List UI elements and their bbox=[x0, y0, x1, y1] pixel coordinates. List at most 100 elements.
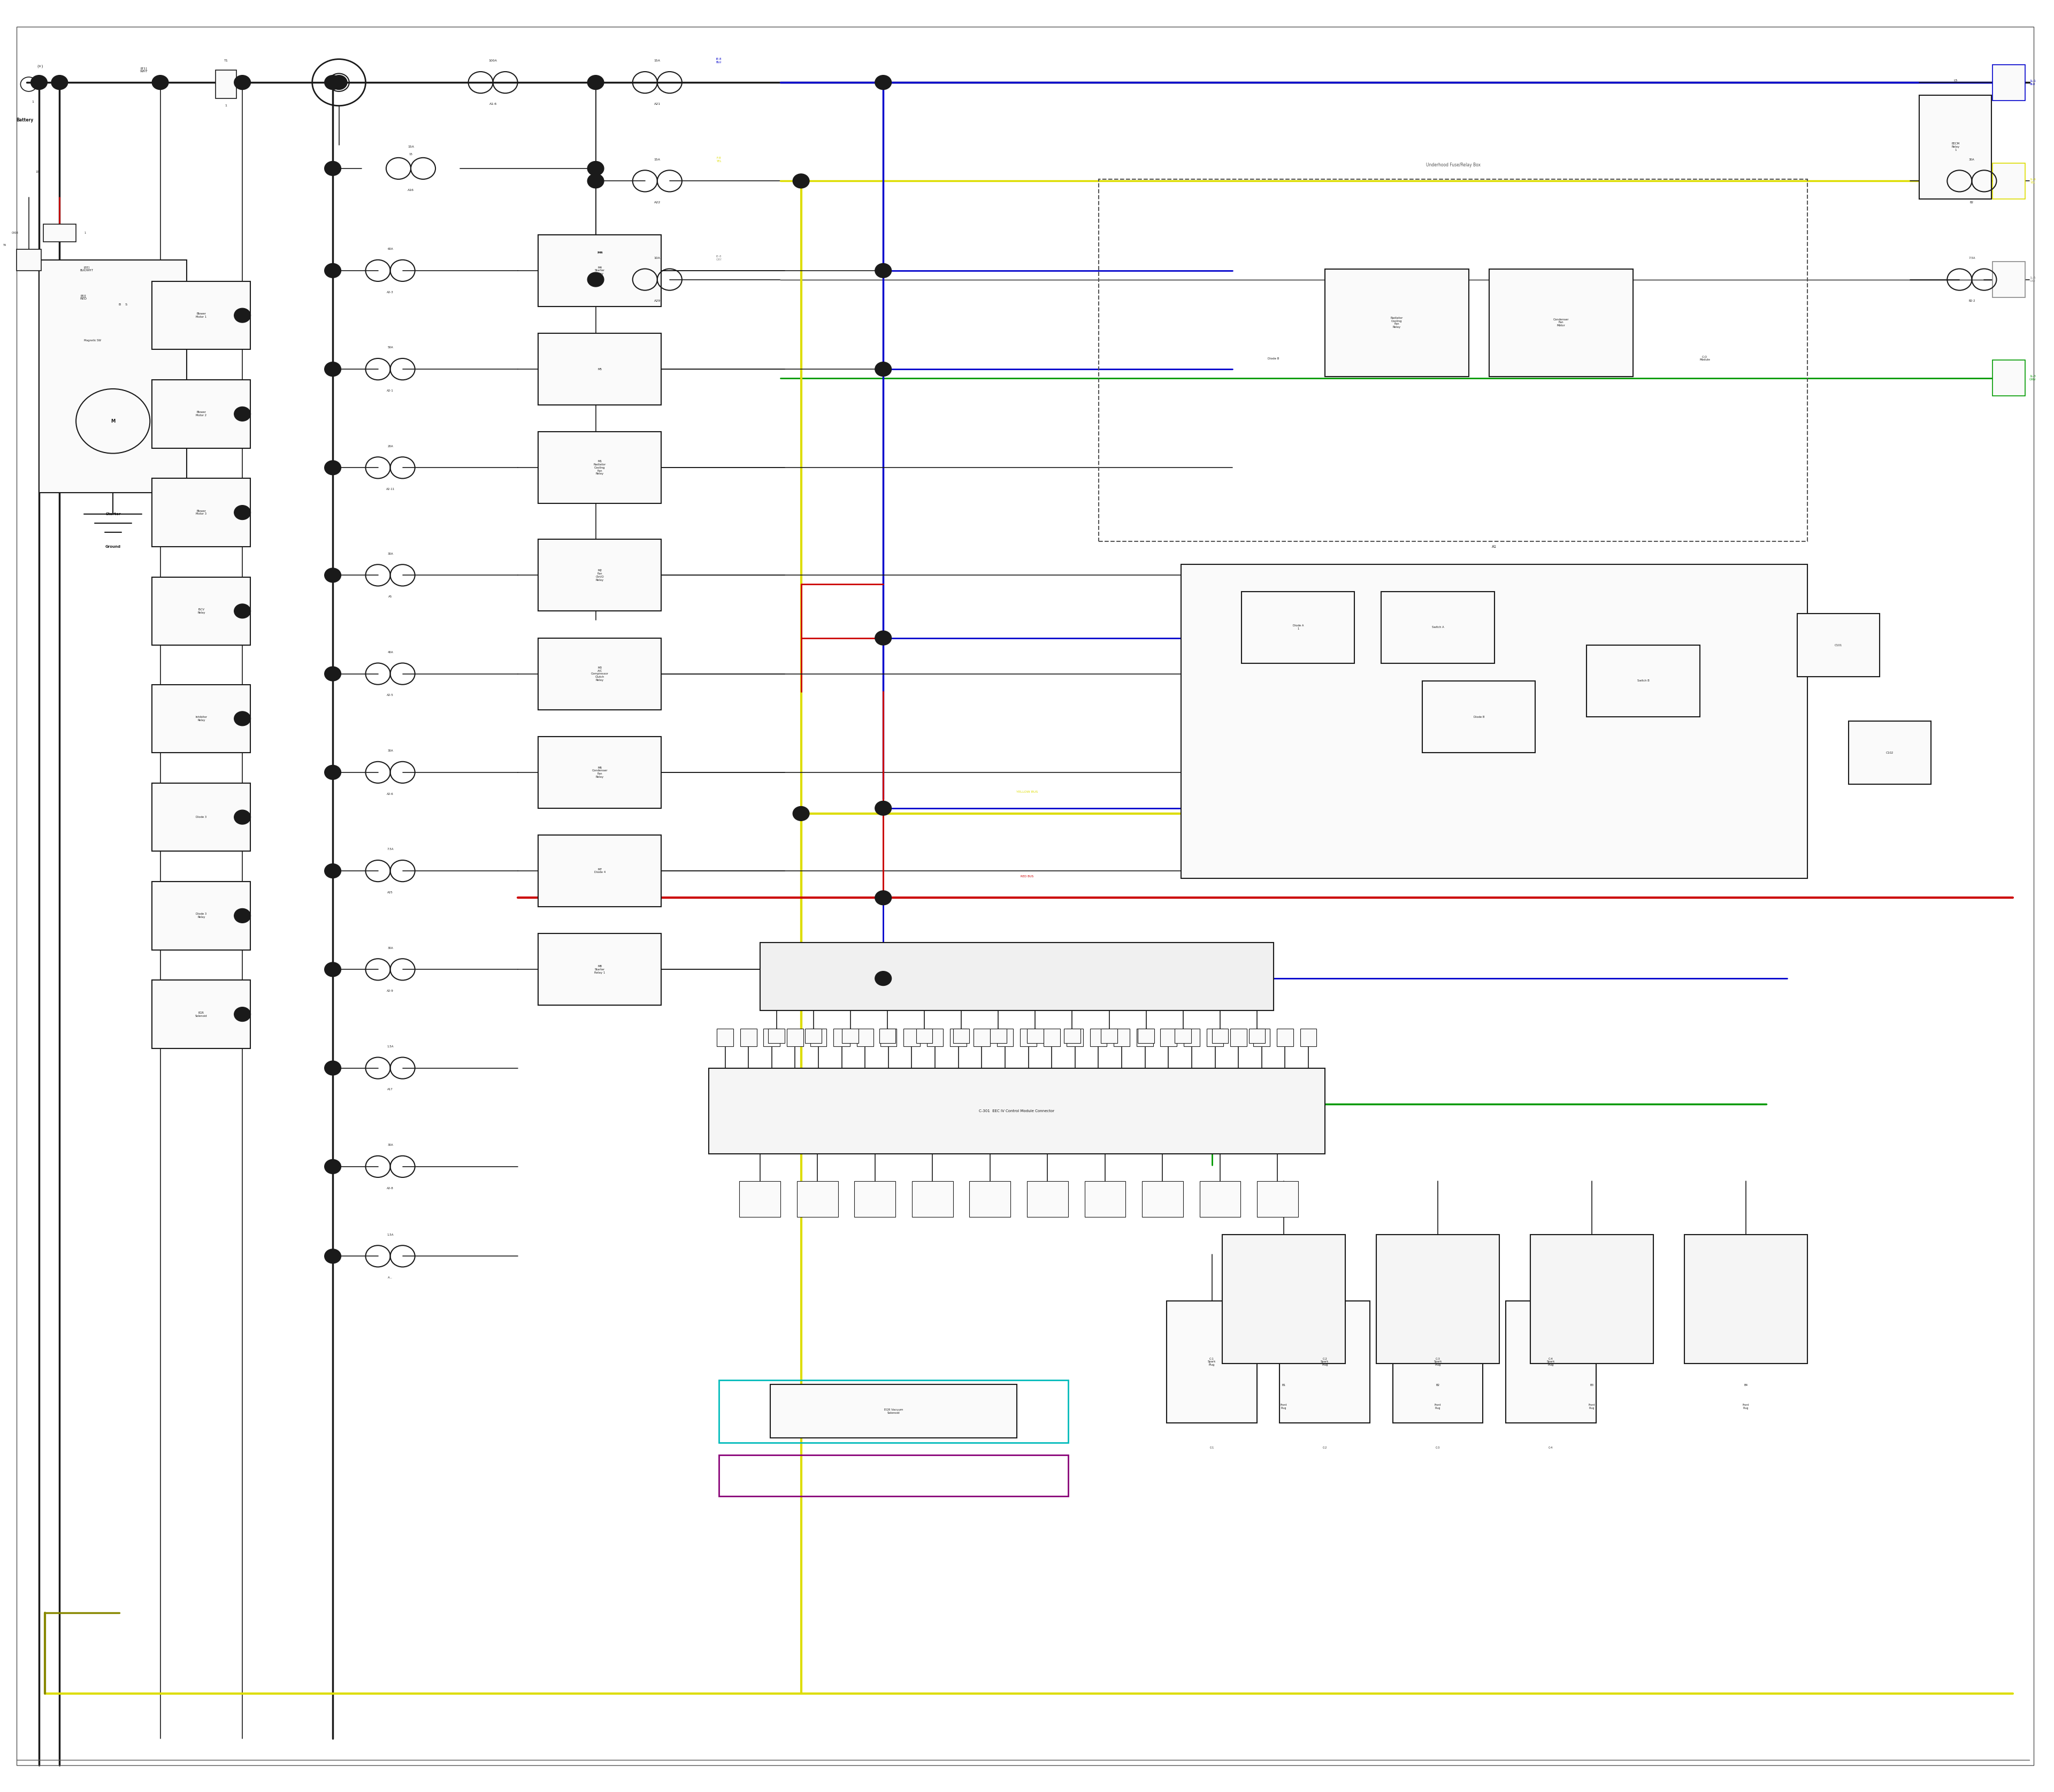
Text: EGR
Solenoid: EGR Solenoid bbox=[195, 1011, 207, 1018]
Circle shape bbox=[234, 909, 251, 923]
Text: M3
A/C
Compressor
Clutch
Relay: M3 A/C Compressor Clutch Relay bbox=[592, 667, 608, 681]
Text: C-O
Module: C-O Module bbox=[1699, 355, 1711, 362]
Bar bbox=[990, 1029, 1006, 1043]
Bar bbox=[1278, 1029, 1294, 1047]
Text: B    S: B S bbox=[119, 303, 127, 306]
Bar bbox=[39, 260, 187, 493]
Circle shape bbox=[325, 461, 341, 475]
Text: Switch A: Switch A bbox=[1432, 625, 1444, 629]
Bar bbox=[1393, 1301, 1483, 1423]
Bar bbox=[951, 1029, 967, 1047]
Bar bbox=[152, 882, 251, 950]
Text: A2-9: A2-9 bbox=[386, 989, 394, 993]
Bar bbox=[797, 1181, 838, 1217]
Bar bbox=[1161, 1029, 1177, 1047]
Circle shape bbox=[325, 765, 341, 780]
Text: 15: 15 bbox=[35, 170, 39, 174]
Bar bbox=[1027, 1029, 1043, 1043]
Circle shape bbox=[587, 161, 604, 176]
Bar bbox=[1506, 1301, 1596, 1423]
Bar bbox=[538, 934, 661, 1005]
Circle shape bbox=[325, 1061, 341, 1075]
Text: L5: L5 bbox=[1953, 79, 1957, 82]
Bar bbox=[926, 1029, 943, 1047]
Text: 1: 1 bbox=[224, 104, 228, 108]
Circle shape bbox=[875, 971, 891, 986]
Bar bbox=[969, 1181, 1011, 1217]
Text: Ground: Ground bbox=[105, 545, 121, 548]
Bar bbox=[1085, 1181, 1126, 1217]
Bar bbox=[152, 478, 251, 547]
Circle shape bbox=[152, 75, 168, 90]
Text: Front
Plug: Front Plug bbox=[1434, 1403, 1442, 1410]
Text: Radiator
Cooling
Fan
Relay: Radiator Cooling Fan Relay bbox=[1391, 317, 1403, 328]
Bar bbox=[1992, 163, 2025, 199]
Bar bbox=[1421, 681, 1536, 753]
Bar bbox=[1101, 1029, 1117, 1043]
Text: 60A: 60A bbox=[388, 247, 392, 251]
Bar bbox=[1113, 1029, 1130, 1047]
Circle shape bbox=[31, 75, 47, 90]
Text: A2-11: A2-11 bbox=[386, 487, 394, 491]
Text: M4: M4 bbox=[598, 251, 602, 254]
Circle shape bbox=[331, 75, 347, 90]
Text: Underhood Fuse/Relay Box: Underhood Fuse/Relay Box bbox=[1425, 163, 1481, 167]
Bar bbox=[538, 235, 661, 306]
Text: C102: C102 bbox=[1886, 751, 1894, 754]
Bar bbox=[152, 783, 251, 851]
Text: Magnetic SW: Magnetic SW bbox=[84, 339, 101, 342]
Text: C101: C101 bbox=[1834, 643, 1842, 647]
Text: Front
Plug: Front Plug bbox=[1280, 1403, 1288, 1410]
Text: A2-6: A2-6 bbox=[386, 792, 394, 796]
Circle shape bbox=[875, 801, 891, 815]
Text: M4
Starter
Relay: M4 Starter Relay bbox=[596, 267, 604, 274]
Bar bbox=[1992, 262, 2025, 297]
Text: (+): (+) bbox=[37, 65, 43, 68]
Bar bbox=[1099, 179, 1808, 541]
Circle shape bbox=[875, 891, 891, 905]
Bar bbox=[1797, 613, 1879, 676]
Bar bbox=[857, 1029, 873, 1047]
Bar bbox=[1200, 1181, 1241, 1217]
Circle shape bbox=[325, 864, 341, 878]
Text: 50A: 50A bbox=[388, 346, 392, 349]
Bar bbox=[1142, 1181, 1183, 1217]
Bar bbox=[879, 1029, 896, 1043]
Text: C-2: C-2 bbox=[1323, 1446, 1327, 1450]
Text: C-3
Spark
Plug: C-3 Spark Plug bbox=[1434, 1358, 1442, 1366]
Text: T4: T4 bbox=[2, 244, 6, 247]
Text: C-1
Spark
Plug: C-1 Spark Plug bbox=[1208, 1358, 1216, 1366]
Text: Starter: Starter bbox=[105, 513, 121, 516]
Bar bbox=[216, 70, 236, 99]
Bar bbox=[1138, 1029, 1154, 1043]
Text: A1-6: A1-6 bbox=[489, 102, 497, 106]
Circle shape bbox=[325, 568, 341, 582]
Bar bbox=[1027, 1181, 1068, 1217]
Bar bbox=[1992, 65, 2025, 100]
Bar bbox=[996, 1029, 1013, 1047]
Text: Blower
Motor 1: Blower Motor 1 bbox=[195, 312, 207, 319]
Bar bbox=[809, 1029, 826, 1047]
Text: C-1: C-1 bbox=[1210, 1446, 1214, 1450]
Text: 15A: 15A bbox=[653, 158, 661, 161]
Bar bbox=[538, 539, 661, 611]
Bar bbox=[912, 1181, 953, 1217]
Circle shape bbox=[234, 407, 251, 421]
Text: Blower
Motor 3: Blower Motor 3 bbox=[195, 509, 207, 516]
Bar bbox=[717, 1029, 733, 1047]
Text: Front
Plug: Front Plug bbox=[1588, 1403, 1596, 1410]
Text: T1: T1 bbox=[224, 59, 228, 63]
Bar bbox=[538, 737, 661, 808]
Text: M7
Diode 4: M7 Diode 4 bbox=[594, 867, 606, 874]
Bar bbox=[1175, 1029, 1191, 1043]
Bar bbox=[787, 1029, 803, 1047]
Text: A21: A21 bbox=[653, 102, 661, 106]
Text: B1: B1 bbox=[1282, 1383, 1286, 1387]
Text: A2-5: A2-5 bbox=[386, 694, 394, 697]
Bar bbox=[16, 249, 41, 271]
Text: Diode 3
Relay: Diode 3 Relay bbox=[195, 912, 207, 919]
Bar bbox=[764, 1029, 781, 1047]
Circle shape bbox=[325, 667, 341, 681]
Bar bbox=[538, 333, 661, 405]
Text: 20A: 20A bbox=[388, 444, 392, 448]
